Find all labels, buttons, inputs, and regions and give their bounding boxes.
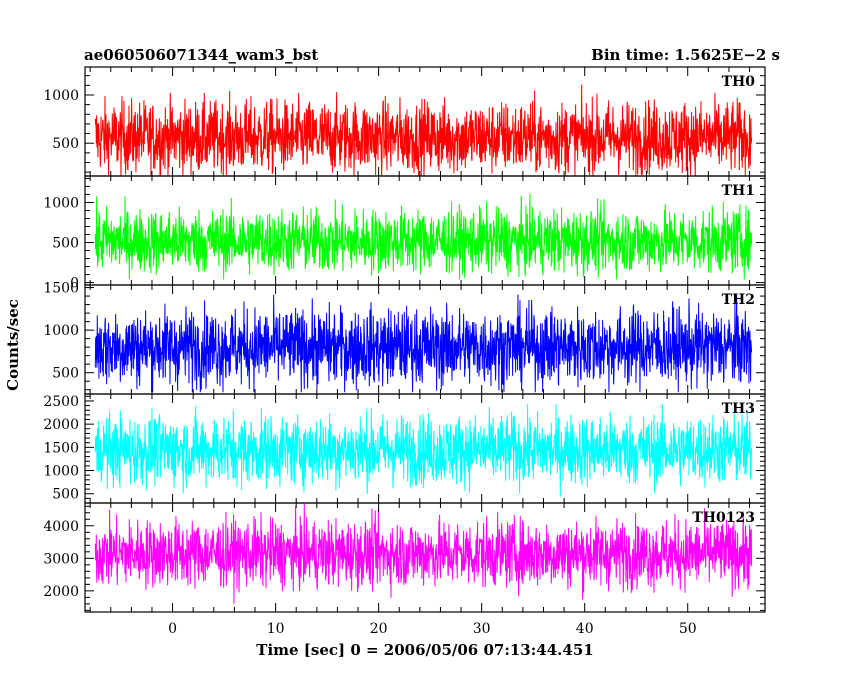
x-tick-label: 40	[576, 621, 594, 637]
panel-label: TH2	[722, 292, 755, 308]
panels-group: 500 1000 TH0 0 500 1000 TH1 500 1000 1500 TH2 500 10…	[43, 66, 766, 613]
y-tick-label: 500	[52, 487, 79, 503]
y-tick-label: 4000	[43, 519, 79, 535]
series-th1	[94, 193, 753, 280]
x-tick-label: 10	[267, 621, 285, 637]
y-tick-label: 1000	[43, 323, 79, 339]
series-th0123	[94, 503, 753, 604]
x-axis-label: Time [sec] 0 = 2006/05/06 07:13:44.451	[256, 641, 593, 659]
series-th2	[94, 294, 753, 393]
y-tick-label: 1000	[43, 195, 79, 211]
panel-th2: 500 1000 1500 TH2	[43, 281, 766, 395]
y-tick-label: 1500	[43, 440, 79, 456]
x-tick-label: 50	[679, 621, 697, 637]
x-axis: 0 10 20 30 40 50	[168, 621, 697, 637]
y-tick-label: 500	[52, 366, 79, 382]
y-tick-label: 500	[52, 136, 79, 152]
panel-th3: 500 1000 1500 2000 2500 TH3	[43, 393, 766, 504]
y-axis-label: Counts/sec	[4, 299, 22, 391]
series-th0	[94, 84, 753, 176]
panel-label: TH1	[722, 183, 755, 199]
panel-th0: 500 1000 TH0	[43, 66, 766, 177]
y-tick-label: 2000	[43, 584, 79, 600]
bin-time-label: Bin time: 1.5625E−2 s	[591, 46, 780, 64]
panel-th0123: 2000 3000 4000 TH0123	[43, 502, 766, 613]
y-tick-label: 2500	[43, 394, 79, 410]
y-tick-label: 3000	[43, 551, 79, 567]
series-th3	[94, 404, 753, 497]
y-tick-label: 500	[52, 236, 79, 252]
panel-label: TH0	[722, 74, 756, 90]
panel-frame	[84, 502, 766, 613]
x-tick-label: 30	[473, 621, 491, 637]
panel-th1: 0 500 1000 TH1	[43, 175, 766, 292]
chart-title: ae060506071344_wam3_bst	[84, 46, 318, 64]
panel-label: TH3	[722, 401, 755, 417]
x-tick-label: 20	[370, 621, 388, 637]
panel-label: TH0123	[692, 510, 755, 526]
y-tick-label: 1000	[43, 464, 79, 480]
y-tick-label: 1500	[43, 281, 79, 297]
x-tick-label: 0	[168, 621, 177, 637]
y-tick-label: 0	[70, 276, 79, 292]
y-tick-label: 1000	[43, 88, 79, 104]
y-tick-label: 2000	[43, 417, 79, 433]
